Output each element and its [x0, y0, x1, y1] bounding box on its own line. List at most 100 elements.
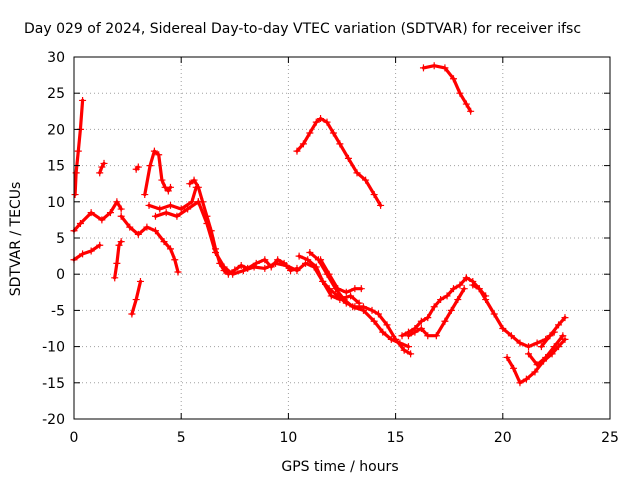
- data-point: [340, 296, 348, 304]
- data-point: [113, 259, 121, 267]
- data-point: [306, 129, 314, 137]
- data-point: [507, 332, 515, 340]
- data-series: [70, 62, 569, 387]
- data-point: [379, 328, 387, 336]
- data-point: [299, 140, 307, 148]
- data-point: [447, 306, 455, 314]
- data-point: [387, 335, 395, 343]
- data-point: [400, 346, 408, 354]
- data-point: [456, 281, 464, 289]
- data-point: [404, 332, 412, 340]
- data-point: [304, 256, 312, 264]
- data-point: [475, 285, 483, 293]
- x-tick-label: 5: [177, 430, 186, 446]
- data-point: [462, 274, 470, 282]
- series-sat-H: [132, 163, 142, 173]
- data-point: [460, 285, 468, 293]
- data-point: [396, 339, 404, 347]
- series-sat-S: [398, 274, 470, 340]
- series-trace: [113, 240, 123, 280]
- data-point: [74, 147, 82, 155]
- data-point: [533, 361, 541, 369]
- data-point: [407, 350, 415, 358]
- data-point: [156, 205, 164, 213]
- data-point: [117, 212, 125, 220]
- data-point: [155, 151, 163, 159]
- x-tick-label: 25: [601, 430, 619, 446]
- data-point: [166, 245, 174, 253]
- data-point: [490, 310, 498, 318]
- data-point: [467, 107, 475, 115]
- data-point: [220, 263, 228, 271]
- data-point: [295, 252, 303, 260]
- series-sat-J: [145, 183, 200, 213]
- series-sat-L: [186, 176, 301, 278]
- data-point: [76, 220, 84, 228]
- data-point: [342, 288, 350, 296]
- data-point: [164, 187, 172, 195]
- series-trace: [308, 250, 411, 349]
- data-point: [357, 285, 365, 293]
- data-point: [113, 198, 121, 206]
- data-point: [531, 368, 539, 376]
- data-point: [336, 140, 344, 148]
- x-tick-label: 0: [70, 430, 79, 446]
- data-point: [437, 296, 445, 304]
- data-point: [561, 314, 569, 322]
- x-tick-label: 20: [494, 430, 512, 446]
- data-point: [327, 292, 335, 300]
- data-point: [312, 263, 320, 271]
- data-point: [160, 238, 168, 246]
- series-sat-G: [128, 277, 144, 318]
- data-point: [166, 183, 174, 191]
- data-point: [132, 296, 140, 304]
- data-point: [449, 75, 457, 83]
- series-sat-C: [70, 241, 104, 264]
- data-point: [454, 296, 462, 304]
- data-point: [141, 191, 149, 199]
- series-trace: [72, 243, 102, 262]
- data-point: [525, 350, 533, 358]
- data-point: [430, 303, 438, 311]
- axis-ticks: 0 5 10 15 20 25 -20 -15 -10 -5 0 5 10 15 20 25 30: [42, 50, 619, 446]
- series-sat-X: [525, 332, 567, 369]
- data-point: [317, 115, 325, 123]
- data-point: [136, 277, 144, 285]
- data-point: [190, 176, 198, 184]
- data-point: [424, 332, 432, 340]
- y-tick-label: -20: [42, 412, 65, 428]
- data-point: [96, 169, 104, 177]
- data-point: [171, 256, 179, 264]
- series-sat-B: [70, 198, 125, 235]
- data-point: [261, 256, 269, 264]
- data-point: [499, 325, 507, 332]
- data-point: [537, 343, 545, 351]
- data-point: [317, 256, 325, 264]
- data-point: [79, 96, 87, 104]
- y-axis-label: SDTVAR / TECUs: [8, 182, 24, 297]
- data-point: [134, 230, 142, 238]
- y-tick-label: 0: [56, 267, 65, 283]
- data-point: [319, 277, 327, 285]
- data-point: [212, 248, 220, 256]
- data-point: [229, 270, 237, 278]
- series-trace: [143, 149, 173, 197]
- data-point: [173, 212, 181, 220]
- data-point: [274, 256, 282, 264]
- data-point: [293, 267, 301, 275]
- y-tick-label: -5: [51, 303, 65, 319]
- data-point: [146, 162, 154, 170]
- data-point: [150, 147, 158, 155]
- data-point: [184, 205, 192, 213]
- data-point: [71, 191, 79, 199]
- data-point: [516, 339, 524, 347]
- data-point: [482, 292, 490, 300]
- data-point: [250, 263, 258, 271]
- data-point: [186, 180, 194, 188]
- series-sat-W: [503, 335, 569, 387]
- data-point: [302, 259, 310, 267]
- data-point: [432, 332, 440, 340]
- data-point: [100, 159, 108, 167]
- data-point: [325, 270, 333, 278]
- data-point: [203, 220, 211, 228]
